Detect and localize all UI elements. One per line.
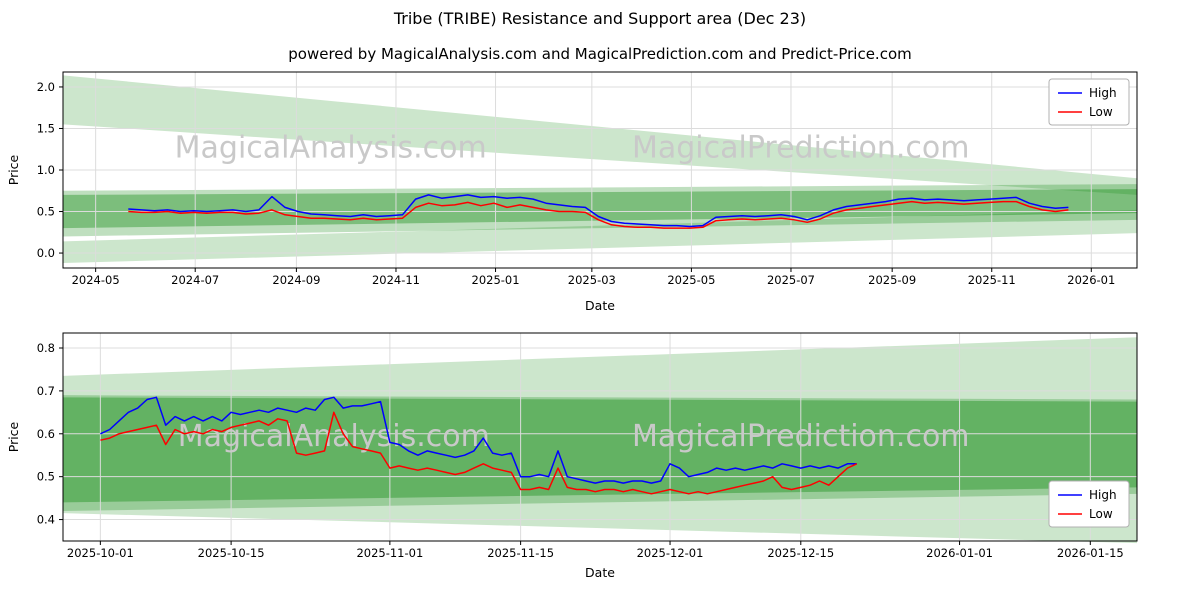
svg-text:2025-12-15: 2025-12-15 [767,546,834,560]
svg-text:0.4: 0.4 [37,513,55,527]
svg-text:2025-10-01: 2025-10-01 [67,546,134,560]
svg-text:High: High [1089,488,1117,502]
chart-subtitle: powered by MagicalAnalysis.com and Magic… [288,45,912,63]
svg-text:2025-11-15: 2025-11-15 [487,546,554,560]
svg-text:0.7: 0.7 [37,384,55,398]
svg-text:High: High [1089,86,1117,100]
svg-text:MagicalAnalysis.com: MagicalAnalysis.com [178,419,490,454]
svg-text:Price: Price [6,154,21,185]
svg-text:0.8: 0.8 [37,341,55,355]
svg-text:0.0: 0.0 [37,246,55,260]
svg-text:0.5: 0.5 [37,205,55,219]
svg-text:2025-11: 2025-11 [968,273,1016,287]
svg-text:Price: Price [6,421,21,452]
svg-text:0.6: 0.6 [37,427,55,441]
svg-text:2025-01: 2025-01 [472,273,520,287]
svg-text:2025-03: 2025-03 [568,273,616,287]
svg-text:2026-01-15: 2026-01-15 [1057,546,1124,560]
svg-text:2025-10-15: 2025-10-15 [198,546,265,560]
svg-text:2025-09: 2025-09 [868,273,916,287]
svg-text:2026-01: 2026-01 [1067,273,1115,287]
svg-text:MagicalAnalysis.com: MagicalAnalysis.com [175,131,487,166]
svg-text:2025-12-01: 2025-12-01 [637,546,704,560]
svg-text:0.5: 0.5 [37,470,55,484]
svg-text:Low: Low [1089,507,1113,521]
svg-text:MagicalPrediction.com: MagicalPrediction.com [632,131,970,166]
chart-title: Tribe (TRIBE) Resistance and Support are… [393,9,807,28]
svg-text:MagicalPrediction.com: MagicalPrediction.com [632,419,970,454]
svg-text:2024-09: 2024-09 [272,273,320,287]
svg-text:2025-07: 2025-07 [767,273,815,287]
svg-text:2024-11: 2024-11 [372,273,420,287]
svg-text:2.0: 2.0 [37,80,55,94]
svg-text:Low: Low [1089,105,1113,119]
svg-text:1.5: 1.5 [37,121,55,135]
svg-text:1.0: 1.0 [37,163,55,177]
svg-text:Date: Date [585,298,615,313]
svg-text:2024-05: 2024-05 [72,273,120,287]
svg-text:2024-07: 2024-07 [171,273,219,287]
svg-text:Date: Date [585,565,615,580]
svg-text:2025-11-01: 2025-11-01 [356,546,423,560]
svg-text:2025-05: 2025-05 [667,273,715,287]
svg-text:2026-01-01: 2026-01-01 [926,546,993,560]
price-chart-zoom: MagicalAnalysis.com MagicalPrediction.com… [6,332,1138,580]
price-chart-main: MagicalAnalysis.com MagicalPrediction.com… [6,71,1138,313]
